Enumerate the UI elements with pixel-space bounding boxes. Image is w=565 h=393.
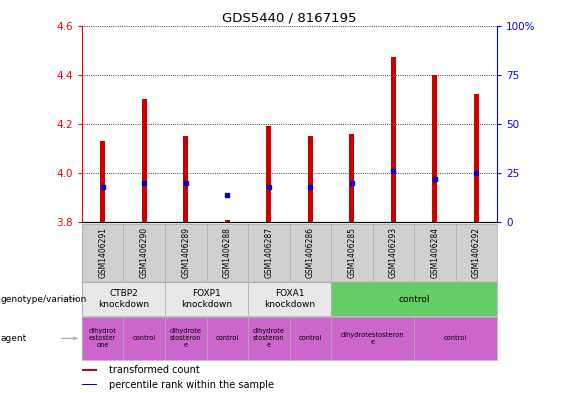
Text: control: control	[216, 335, 239, 342]
Text: dihydrote
stosteron
e: dihydrote stosteron e	[170, 329, 202, 348]
Text: GSM1406289: GSM1406289	[181, 227, 190, 278]
Bar	[82, 282, 165, 316]
Text: GSM1406288: GSM1406288	[223, 227, 232, 278]
Bar	[349, 134, 354, 222]
Bar	[165, 282, 248, 316]
Text: transformed count: transformed count	[110, 365, 200, 375]
Text: genotype/variation: genotype/variation	[1, 295, 87, 303]
Bar	[248, 317, 289, 360]
Text: dihydrote
stosteron
e: dihydrote stosteron e	[253, 329, 285, 348]
Bar	[225, 220, 230, 222]
Bar	[289, 317, 331, 360]
Title: GDS5440 / 8167195: GDS5440 / 8167195	[222, 11, 357, 24]
Bar	[82, 384, 97, 386]
Text: CTBP2
knockdown: CTBP2 knockdown	[98, 289, 149, 309]
Bar	[266, 126, 271, 222]
Text: agent: agent	[1, 334, 27, 343]
Bar	[474, 94, 479, 222]
Text: control: control	[299, 335, 322, 342]
Bar	[308, 136, 313, 222]
Bar	[142, 99, 147, 222]
Bar	[248, 282, 331, 316]
Bar	[331, 282, 497, 316]
Bar	[123, 317, 165, 360]
Bar	[165, 317, 207, 360]
Bar	[82, 369, 97, 371]
Text: GSM1406284: GSM1406284	[431, 227, 440, 278]
Bar	[391, 57, 396, 222]
Text: GSM1406290: GSM1406290	[140, 227, 149, 278]
Bar	[432, 75, 437, 222]
Text: percentile rank within the sample: percentile rank within the sample	[110, 380, 275, 389]
Text: dihydrotestosteron
e: dihydrotestosteron e	[341, 332, 405, 345]
Bar	[331, 317, 414, 360]
Bar	[183, 136, 188, 222]
Bar	[100, 141, 105, 222]
Text: GSM1406291: GSM1406291	[98, 227, 107, 278]
Text: FOXA1
knockdown: FOXA1 knockdown	[264, 289, 315, 309]
Text: GSM1406287: GSM1406287	[264, 227, 273, 278]
Bar	[207, 317, 248, 360]
Text: control: control	[444, 335, 467, 342]
Text: GSM1406292: GSM1406292	[472, 227, 481, 278]
Bar	[414, 317, 497, 360]
Text: GSM1406293: GSM1406293	[389, 227, 398, 278]
Text: dihydrot
estoster
one: dihydrot estoster one	[89, 329, 116, 348]
Bar	[82, 317, 123, 360]
Text: GSM1406285: GSM1406285	[347, 227, 357, 278]
Text: control: control	[133, 335, 156, 342]
Text: control: control	[398, 295, 430, 303]
Text: FOXP1
knockdown: FOXP1 knockdown	[181, 289, 232, 309]
Text: GSM1406286: GSM1406286	[306, 227, 315, 278]
